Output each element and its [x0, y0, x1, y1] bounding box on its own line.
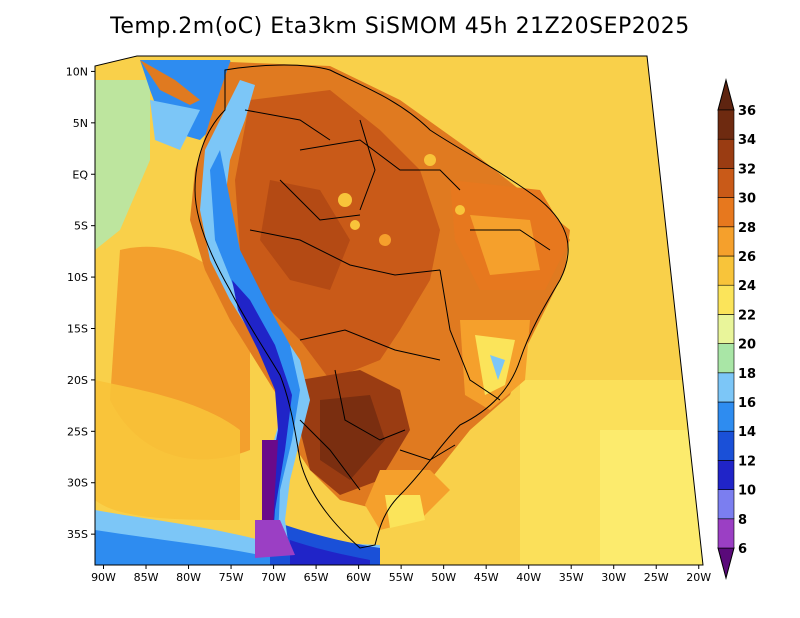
lon-tick-label: 60W	[346, 571, 371, 584]
lat-tick-label: 15S	[67, 322, 88, 335]
colorbar-bin	[717, 518, 735, 549]
lat-tick-label: 5S	[74, 220, 88, 233]
colorbar-bin	[717, 255, 735, 286]
colorbar-label: 12	[738, 454, 756, 469]
colorbar-label: 22	[738, 308, 756, 323]
colorbar-bin	[717, 372, 735, 403]
lat-tick-label: 30S	[67, 477, 88, 490]
map-title: Temp.2m(oC) Eta3km SiSMOM 45h 21Z20SEP20…	[110, 14, 690, 39]
lat-tick-label: 35S	[67, 528, 88, 541]
lat-tick-label: EQ	[72, 168, 88, 181]
lon-tick-label: 75W	[219, 571, 244, 584]
map-frame	[94, 55, 704, 566]
colorbar-bin	[717, 168, 735, 198]
colorbar-under-arrow	[717, 547, 735, 580]
colorbar-label: 16	[738, 396, 756, 411]
lat-tick-label: 20S	[67, 374, 88, 387]
colorbar-bin	[717, 314, 735, 344]
colorbar-bin	[717, 197, 735, 228]
colorbar-bin	[717, 284, 735, 315]
colorbar-label: 24	[738, 279, 756, 294]
colorbar-label: 18	[738, 367, 756, 382]
lat-tick-label: 5N	[73, 117, 88, 130]
colorbar-bin	[717, 401, 735, 432]
colorbar-bin	[717, 343, 735, 374]
lat-tick-label: 10S	[67, 271, 88, 284]
lon-tick-label: 65W	[304, 571, 329, 584]
lon-tick-label: 40W	[516, 571, 541, 584]
colorbar-bin	[717, 226, 735, 257]
colorbar-label: 8	[738, 513, 747, 528]
map-axes: 10N 5N EQ 5S 10S 15S 20S 25S 30S 35S 90W 85W 80W 75W 7…	[66, 65, 712, 584]
colorbar-label: 32	[738, 162, 756, 177]
lon-tick-label: 70W	[261, 571, 286, 584]
lon-tick-label: 45W	[474, 571, 499, 584]
colorbar-label: 36	[738, 104, 756, 119]
colorbar-label: 20	[738, 338, 756, 353]
country-borders	[194, 64, 569, 549]
lon-tick-label: 85W	[134, 571, 159, 584]
lon-tick-label: 20W	[686, 571, 711, 584]
colorbar-label: 30	[738, 192, 756, 207]
lat-tick-label: 25S	[67, 425, 88, 438]
lon-tick-label: 80W	[176, 571, 201, 584]
lon-tick-label: 90W	[91, 571, 116, 584]
colorbar-label: 26	[738, 250, 756, 265]
colorbar-bin	[717, 460, 735, 490]
lon-tick-label: 50W	[431, 571, 456, 584]
colorbar-bin	[717, 109, 735, 140]
colorbar-bin	[717, 489, 735, 520]
colorbar-label: 14	[738, 425, 756, 440]
lon-tick-label: 25W	[644, 571, 669, 584]
lon-tick-label: 55W	[389, 571, 414, 584]
colorbar-label: 10	[738, 484, 756, 499]
colorbar-bin	[717, 138, 735, 169]
colorbar: 6 8 10 12 14 16 18 20 22 24 26 28 30 32 34 36	[717, 78, 756, 580]
colorbar-label: 34	[738, 133, 756, 148]
lon-tick-label: 30W	[601, 571, 626, 584]
colorbar-bin	[717, 430, 735, 461]
colorbar-label: 6	[738, 542, 747, 557]
colorbar-over-arrow	[717, 78, 735, 111]
lat-tick-label: 10N	[66, 65, 88, 78]
colorbar-label: 28	[738, 221, 756, 236]
lon-tick-label: 35W	[559, 571, 584, 584]
